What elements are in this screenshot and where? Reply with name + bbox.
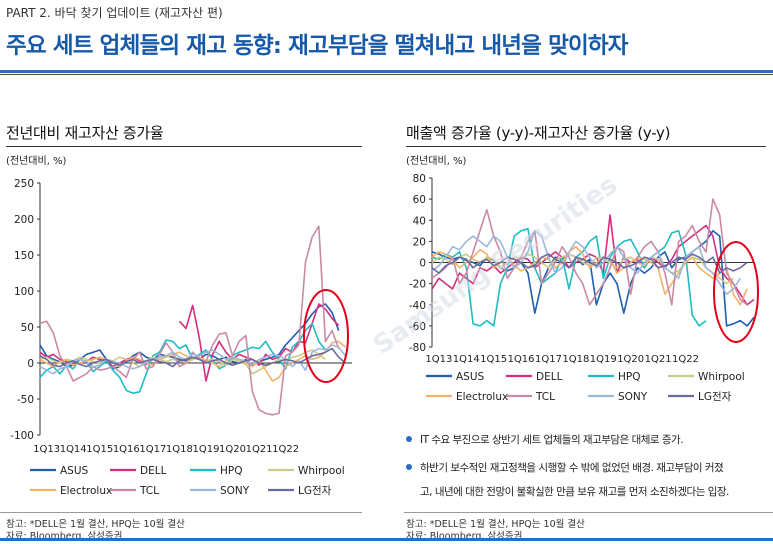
- right-chart-title: 매출액 증가율 (y-y)-재고자산 증가율 (y-y): [406, 124, 671, 142]
- watermark: Samsung Securities: [368, 170, 623, 361]
- x-tick-label: 1Q19: [192, 444, 219, 455]
- series-line-TCL: [431, 198, 748, 306]
- y-tick-label: -60: [409, 321, 426, 333]
- bullet-1: IT 수요 부진으로 상반기 세트 업체들의 재고부담은 대체로 증가.: [406, 428, 684, 452]
- right-note-1: 참고: *DELL은 1월 결산, HPQ는 10월 결산: [406, 519, 585, 530]
- x-tick-label: 1Q15: [86, 444, 113, 455]
- x-tick-label: 1Q16: [508, 354, 535, 365]
- legend-label-Whirpool: Whirpool: [298, 465, 345, 477]
- y-tick-label: 80: [413, 173, 426, 185]
- legend-label-HPQ: HPQ: [618, 371, 641, 383]
- series-line-DELL: [431, 214, 755, 306]
- series-line-TCL: [39, 225, 340, 416]
- page-title: 주요 세트 업체들의 재고 동향: 재고부담을 떨쳐내고 내년을 맞이하자: [6, 33, 628, 59]
- bullet-text-3: 고, 내년에 대한 전망이 불확실한 만큼 보유 재고를 먼저 소진하겠다는 입…: [420, 486, 729, 498]
- x-tick-label: 1Q17: [535, 354, 562, 365]
- legend-label-LG전자: LG전자: [298, 485, 332, 497]
- highlight-circle: [303, 289, 349, 383]
- bullet-text-2: 하반기 보수적인 재고정책을 시행할 수 밖에 없었던 배경. 재고부담이 커졌: [420, 462, 724, 474]
- right-note-rule: [404, 512, 773, 513]
- legend-label-SONY: SONY: [220, 485, 250, 497]
- series-line-LG전자: [39, 347, 346, 368]
- y-tick-label: 40: [413, 215, 426, 227]
- legend-label-ASUS: ASUS: [456, 371, 485, 383]
- bullet-dot: [406, 464, 412, 470]
- y-tick-label: 100: [14, 286, 34, 298]
- x-tick-label: 1Q20: [617, 354, 644, 365]
- bullet-2: 하반기 보수적인 재고정책을 시행할 수 밖에 없었던 배경. 재고부담이 커졌: [406, 456, 724, 480]
- section-label: PART 2. 바닥 찾기 업데이트 (재고자산 편): [6, 6, 223, 20]
- y-tick-label: 60: [413, 194, 426, 206]
- x-tick-label: 1Q18: [166, 444, 193, 455]
- legend-label-TCL: TCL: [139, 485, 159, 497]
- y-tick-label: -40: [409, 300, 426, 312]
- left-note-1: 참고: *DELL은 1월 결산, HPQ는 10월 결산: [6, 519, 185, 530]
- x-tick-label: 1Q22: [672, 354, 699, 365]
- left-chart-rule: [6, 146, 362, 147]
- legend-label-Electrolux: Electrolux: [456, 391, 508, 403]
- left-note-rule: [0, 512, 362, 513]
- legend-label-TCL: TCL: [535, 391, 555, 403]
- left-note-2: 자료: Bloomberg, 삼성증권: [6, 531, 123, 542]
- x-tick-label: 1Q22: [272, 444, 299, 455]
- legend-label-LG전자: LG전자: [698, 391, 732, 403]
- x-tick-label: 1Q14: [60, 444, 87, 455]
- series-line-DELL: [39, 303, 340, 382]
- bullet-2-cont: 고, 내년에 대한 전망이 불확실한 만큼 보유 재고를 먼저 소진하겠다는 입…: [420, 480, 729, 504]
- y-tick-label: 150: [14, 250, 34, 262]
- legend-label-DELL: DELL: [536, 371, 563, 383]
- y-tick-label: 20: [413, 236, 426, 248]
- bullet-dot: [406, 436, 412, 442]
- x-tick-label: 1Q17: [139, 444, 166, 455]
- y-tick-label: 50: [21, 322, 34, 334]
- x-tick-label: 1Q15: [480, 354, 507, 365]
- title-rule: [0, 70, 773, 73]
- y-tick-label: -20: [409, 279, 426, 291]
- title-rule-thin: [0, 74, 773, 75]
- right-chart-rule: [406, 146, 766, 147]
- x-tick-label: 1Q19: [590, 354, 617, 365]
- x-tick-label: 1Q21: [645, 354, 672, 365]
- x-tick-label: 1Q13: [33, 444, 60, 455]
- legend-label-DELL: DELL: [140, 465, 167, 477]
- series-line-LG전자: [431, 253, 748, 274]
- y-tick-label: 0: [27, 358, 34, 370]
- series-line-HPQ: [431, 227, 707, 327]
- x-tick-label: 1Q20: [219, 444, 246, 455]
- highlight-circle: [713, 241, 759, 343]
- legend-label-SONY: SONY: [618, 391, 648, 403]
- x-tick-label: 1Q13: [425, 354, 452, 365]
- series-line-Electrolux: [431, 245, 748, 306]
- right-note-2: 자료: Bloomberg, 삼성증권: [406, 531, 523, 542]
- left-chart-title: 전년대비 재고자산 증가율: [6, 124, 164, 142]
- left-chart-unit: (전년대비, %): [6, 156, 67, 167]
- bottom-rule: [0, 538, 773, 541]
- x-tick-label: 1Q14: [453, 354, 480, 365]
- y-tick-label: -80: [409, 342, 426, 354]
- right-chart-unit: (전년대비, %): [406, 156, 467, 167]
- y-tick-label: -100: [10, 430, 34, 442]
- legend-label-Whirpool: Whirpool: [698, 371, 745, 383]
- y-tick-label: -50: [17, 394, 34, 406]
- x-tick-label: 1Q21: [246, 444, 273, 455]
- y-tick-label: 250: [14, 178, 34, 190]
- legend-label-HPQ: HPQ: [220, 465, 243, 477]
- bullet-text-1: IT 수요 부진으로 상반기 세트 업체들의 재고부담은 대체로 증가.: [420, 434, 684, 446]
- y-tick-label: 0: [419, 258, 426, 270]
- y-tick-label: 200: [14, 214, 34, 226]
- series-line-SONY: [431, 230, 741, 295]
- legend-label-ASUS: ASUS: [60, 465, 89, 477]
- x-tick-label: 1Q18: [562, 354, 589, 365]
- x-tick-label: 1Q16: [113, 444, 140, 455]
- legend-label-Electrolux: Electrolux: [60, 485, 112, 497]
